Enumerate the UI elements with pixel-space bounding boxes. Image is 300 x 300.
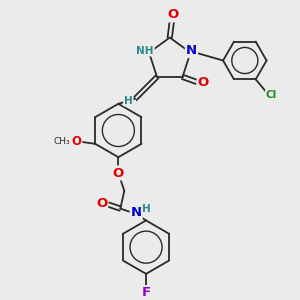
Text: H: H	[124, 96, 133, 106]
Text: H: H	[142, 204, 150, 214]
Text: N: N	[130, 206, 142, 219]
Text: NH: NH	[136, 46, 154, 56]
Text: O: O	[96, 197, 107, 210]
Text: N: N	[186, 44, 197, 57]
Text: CH₃: CH₃	[53, 137, 70, 146]
Text: O: O	[198, 76, 209, 89]
Text: O: O	[113, 167, 124, 179]
Text: F: F	[142, 286, 151, 299]
Text: O: O	[71, 135, 82, 148]
Text: Cl: Cl	[266, 90, 277, 100]
Text: O: O	[167, 8, 178, 21]
